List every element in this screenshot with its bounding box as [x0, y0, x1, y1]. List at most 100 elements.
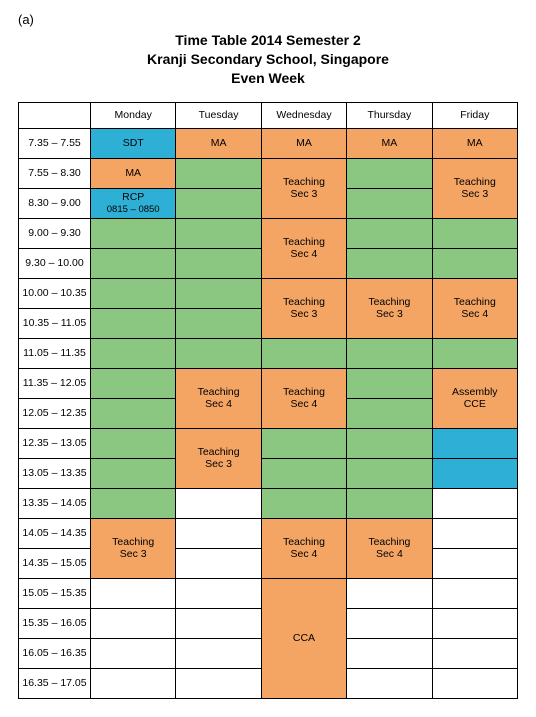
timetable-cell: TeachingSec 3: [432, 158, 517, 218]
timetable-cell: [347, 608, 432, 638]
header-day: Thursday: [347, 102, 432, 128]
timetable-cell: MA: [261, 128, 346, 158]
timetable-cell: [91, 638, 176, 668]
time-slot: 10.00 – 10.35: [19, 278, 91, 308]
timetable-cell: [261, 338, 346, 368]
timetable-cell: SDT: [91, 128, 176, 158]
timetable-cell: [432, 608, 517, 638]
title-line-1: Time Table 2014 Semester 2: [18, 31, 518, 50]
timetable-cell: TeachingSec 4: [347, 518, 432, 578]
timetable-cell: [347, 458, 432, 488]
timetable-cell: [91, 458, 176, 488]
timetable-cell: [91, 488, 176, 518]
time-slot: 13.35 – 14.05: [19, 488, 91, 518]
time-slot: 8.30 – 9.00: [19, 188, 91, 218]
timetable-row: 10.00 – 10.35TeachingSec 3TeachingSec 3T…: [19, 278, 518, 308]
timetable-cell: [176, 638, 261, 668]
timetable-cell: [91, 248, 176, 278]
timetable-cell: [176, 668, 261, 698]
timetable-cell: [261, 428, 346, 458]
timetable-cell: [432, 548, 517, 578]
timetable-cell: [347, 248, 432, 278]
timetable-cell: MA: [347, 128, 432, 158]
time-slot: 15.35 – 16.05: [19, 608, 91, 638]
timetable-cell: [176, 248, 261, 278]
timetable-cell: [347, 338, 432, 368]
timetable-cell: TeachingSec 3: [261, 278, 346, 338]
timetable-cell: TeachingSec 4: [261, 218, 346, 278]
time-slot: 9.30 – 10.00: [19, 248, 91, 278]
timetable-cell: [347, 218, 432, 248]
timetable-cell: [432, 488, 517, 518]
timetable-cell: [91, 578, 176, 608]
timetable-cell: [176, 608, 261, 638]
timetable-cell: [347, 638, 432, 668]
timetable-row: 11.35 – 12.05TeachingSec 4TeachingSec 4A…: [19, 368, 518, 398]
timetable-cell: [347, 578, 432, 608]
timetable-row: 15.05 – 15.35CCA: [19, 578, 518, 608]
cell-label: MA: [347, 137, 431, 150]
timetable-row: 12.35 – 13.05TeachingSec 3: [19, 428, 518, 458]
time-slot: 9.00 – 9.30: [19, 218, 91, 248]
time-slot: 16.05 – 16.35: [19, 638, 91, 668]
cell-label: TeachingSec 3: [433, 176, 517, 201]
timetable-cell: CCA: [261, 578, 346, 698]
timetable-cell: MA: [91, 158, 176, 188]
timetable-cell: [91, 668, 176, 698]
time-slot: 14.35 – 15.05: [19, 548, 91, 578]
time-slot: 11.35 – 12.05: [19, 368, 91, 398]
time-slot: 10.35 – 11.05: [19, 308, 91, 338]
timetable-cell: [176, 338, 261, 368]
cell-label: MA: [262, 137, 346, 150]
timetable-cell: [176, 278, 261, 308]
time-slot: 13.05 – 13.35: [19, 458, 91, 488]
timetable-cell: [261, 458, 346, 488]
timetable-cell: [432, 638, 517, 668]
cell-label: AssemblyCCE: [433, 386, 517, 411]
timetable-cell: [91, 338, 176, 368]
timetable-cell: [347, 668, 432, 698]
header-blank: [19, 102, 91, 128]
timetable-cell: [91, 368, 176, 398]
header-day: Friday: [432, 102, 517, 128]
timetable-cell: [176, 308, 261, 338]
timetable-cell: [91, 398, 176, 428]
timetable-cell: [347, 428, 432, 458]
timetable-cell: [347, 188, 432, 218]
timetable-cell: [432, 428, 517, 458]
timetable-cell: MA: [176, 128, 261, 158]
timetable-cell: [432, 578, 517, 608]
time-slot: 16.35 – 17.05: [19, 668, 91, 698]
timetable-cell: [91, 308, 176, 338]
title-line-3: Even Week: [18, 69, 518, 88]
time-slot: 7.35 – 7.55: [19, 128, 91, 158]
cell-label: TeachingSec 4: [262, 536, 346, 561]
timetable-cell: TeachingSec 3: [91, 518, 176, 578]
cell-label: TeachingSec 4: [262, 236, 346, 261]
timetable-cell: [432, 338, 517, 368]
time-slot: 12.05 – 12.35: [19, 398, 91, 428]
timetable-cell: [432, 248, 517, 278]
timetable-cell: [176, 488, 261, 518]
timetable-row: 13.05 – 13.35: [19, 458, 518, 488]
time-slot: 14.05 – 14.35: [19, 518, 91, 548]
cell-label: MA: [433, 137, 517, 150]
timetable-cell: TeachingSec 4: [432, 278, 517, 338]
figure-label: (a): [18, 12, 518, 27]
cell-label: TeachingSec 3: [347, 296, 431, 321]
timetable-cell: [432, 458, 517, 488]
cell-label: CCA: [262, 632, 346, 645]
timetable-cell: TeachingSec 3: [347, 278, 432, 338]
timetable-cell: [176, 548, 261, 578]
timetable-row: 7.35 – 7.55SDTMAMAMAMA: [19, 128, 518, 158]
timetable-cell: [347, 368, 432, 398]
time-slot: 11.05 – 11.35: [19, 338, 91, 368]
timetable-cell: [176, 218, 261, 248]
timetable-cell: AssemblyCCE: [432, 368, 517, 428]
cell-label: TeachingSec 4: [347, 536, 431, 561]
timetable-cell: [347, 158, 432, 188]
time-slot: 12.35 – 13.05: [19, 428, 91, 458]
timetable-cell: TeachingSec 4: [261, 368, 346, 428]
timetable-row: 14.05 – 14.35TeachingSec 3TeachingSec 4T…: [19, 518, 518, 548]
timetable-cell: [176, 518, 261, 548]
